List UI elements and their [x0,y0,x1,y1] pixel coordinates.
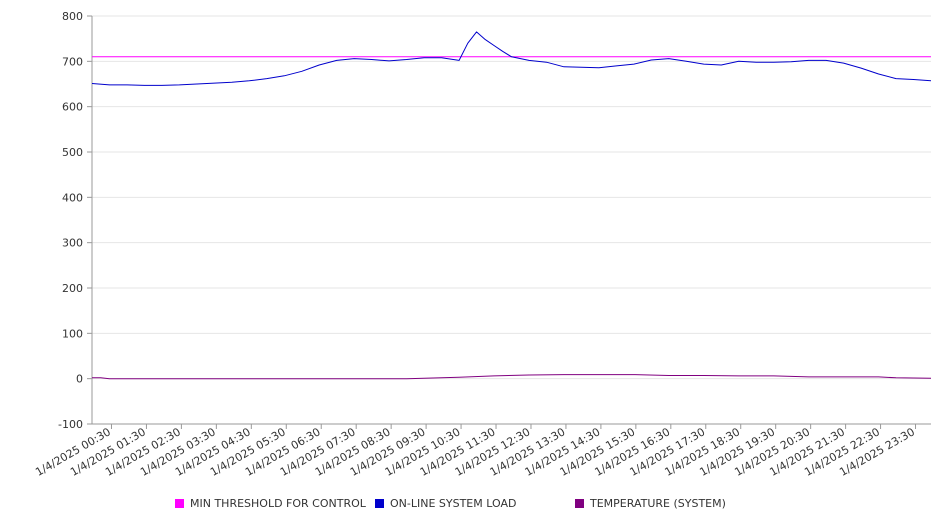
y-tick-label: 500 [62,146,83,159]
series-lines [91,31,932,380]
y-tick-label: 700 [62,55,83,68]
legend-label-load: ON-LINE SYSTEM LOAD [390,497,517,510]
x-axis-tick-labels: 1/4/2025 00:301/4/2025 01:301/4/2025 02:… [33,424,917,479]
y-tick-label: 600 [62,101,83,114]
legend-swatch-load [375,499,384,508]
legend: MIN THRESHOLD FOR CONTROL ON-LINE SYSTEM… [0,497,946,515]
legend-item-load[interactable]: ON-LINE SYSTEM LOAD [375,497,516,510]
legend-swatch-threshold [175,499,184,508]
y-tick-label: 200 [62,282,83,295]
legend-label-temperature: TEMPERATURE (SYSTEM) [590,497,726,510]
y-tick-label: 0 [76,373,83,386]
y-tick-label: 400 [62,191,83,204]
grid-lines [87,15,931,425]
y-tick-label: 300 [62,237,83,250]
y-axis-tick-labels: 800 700 600 500 400 300 200 100 0 -100 [58,10,83,431]
y-tick-label: 800 [62,10,83,23]
legend-label-threshold: MIN THRESHOLD FOR CONTROL [190,497,366,510]
legend-swatch-temperature [575,499,584,508]
legend-item-threshold[interactable]: MIN THRESHOLD FOR CONTROL [175,497,366,510]
axes [91,16,931,425]
legend-item-temperature[interactable]: TEMPERATURE (SYSTEM) [575,497,726,510]
y-tick-label: -100 [58,418,83,431]
y-tick-label: 100 [62,327,83,340]
series-load-line [91,31,932,86]
series-temperature-line [92,374,932,380]
